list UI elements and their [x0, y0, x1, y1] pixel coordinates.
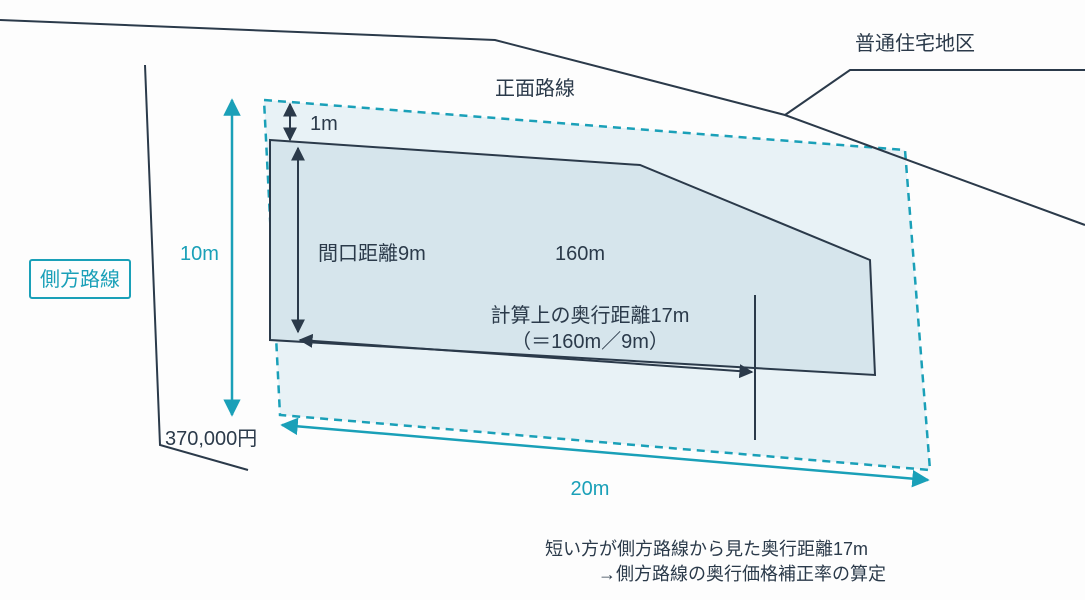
road-district-branch [785, 70, 1085, 115]
dim-frontage-label: 間口距離9m [318, 242, 426, 265]
side-road-label: 側方路線 [40, 268, 120, 291]
note-line2: →側方路線の奥行価格補正率の算定 [598, 564, 886, 584]
dim-depth-label2: （＝160m／9m） [511, 330, 669, 353]
dim-20m-label: 20m [571, 478, 610, 500]
district-label: 普通住宅地区 [855, 32, 975, 55]
area-label: 160m [555, 243, 605, 265]
front-road-label: 正面路線 [495, 77, 575, 100]
dim-1m-label: 1m [310, 113, 338, 135]
note-line1: 短い方が側方路線から見た奥行距離17m [545, 539, 868, 559]
dim-depth-label1: 計算上の奥行距離17m [491, 304, 690, 327]
dim-10m-label: 10m [180, 243, 219, 265]
price-label: 370,000円 [165, 428, 257, 450]
